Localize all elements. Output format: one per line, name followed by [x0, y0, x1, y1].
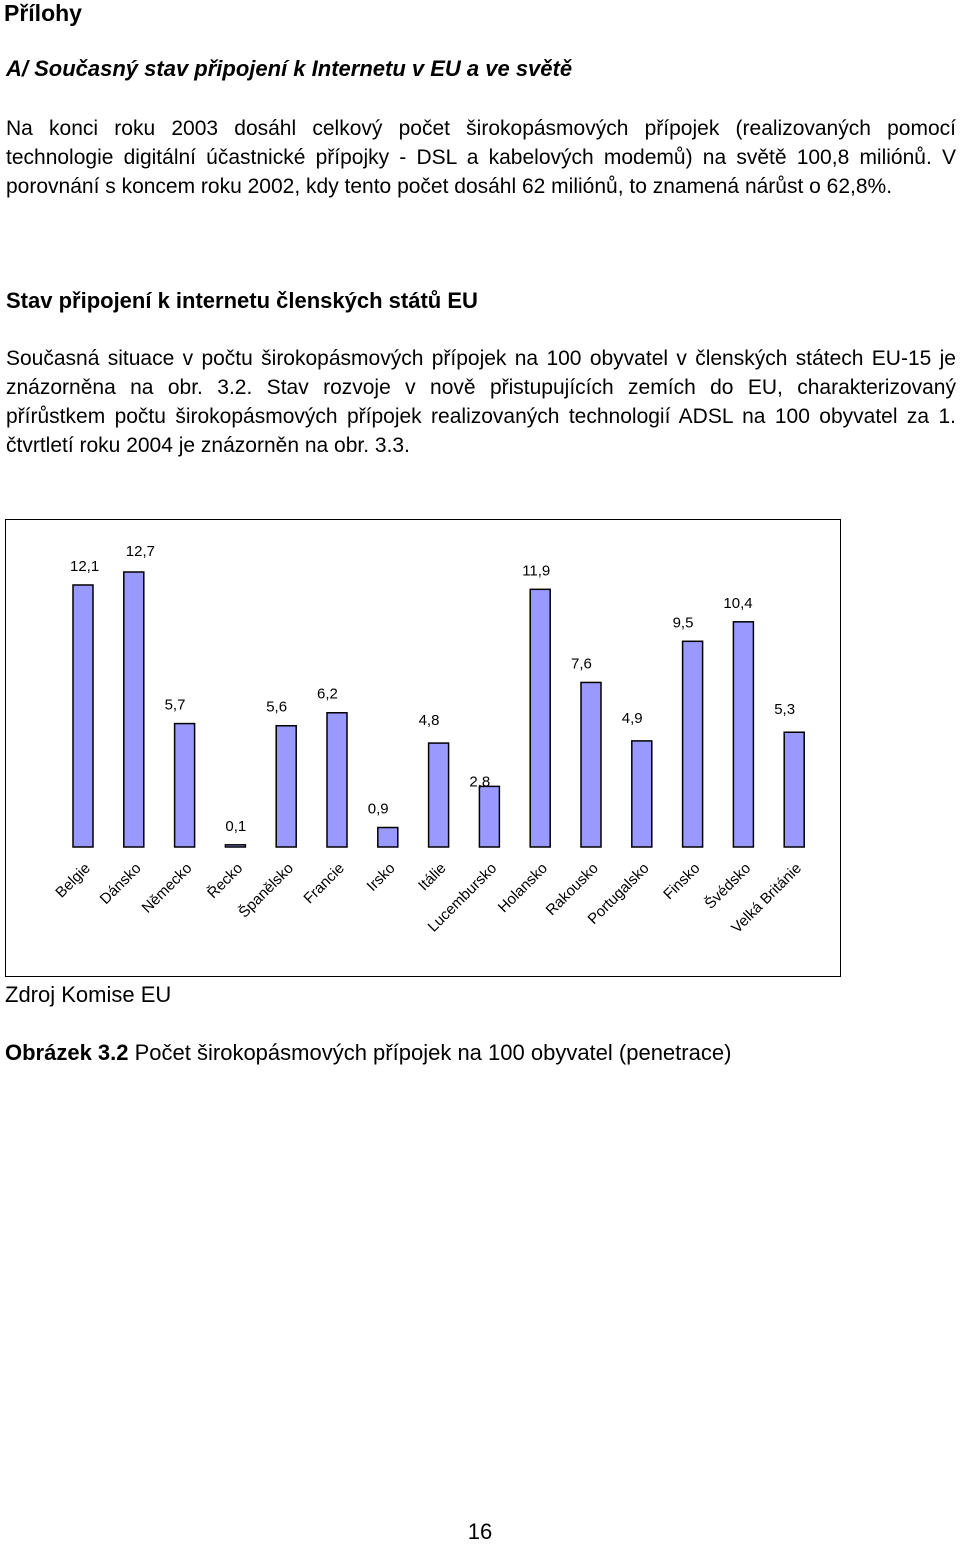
bar-11: [631, 740, 653, 848]
bar-10: [580, 681, 602, 848]
page-number: 16: [467, 1519, 493, 1544]
category-label-1: Dánsko: [97, 860, 145, 908]
section-subheading: A/ Současný stav připojení k Internetu v…: [6, 56, 573, 81]
bar-7: [427, 742, 450, 848]
section-title: Stav připojení k internetu členských stá…: [6, 288, 478, 313]
bar-value-label-5: 6,2: [317, 686, 338, 703]
category-label-12: Finsko: [660, 860, 703, 903]
category-label-0: Belgie: [52, 860, 94, 902]
bar-9: [529, 588, 551, 848]
bar-value-label-14: 5,3: [774, 701, 795, 718]
bar-4: [275, 724, 297, 848]
category-label-4: Španělsko: [235, 860, 297, 922]
bar-chart: 12,1 Belgie 12,7 Dánsko 5,7 Německo 0,1 Řecko 5,…: [52, 543, 805, 937]
bar-value-label-11: 4,9: [622, 710, 643, 727]
intro-paragraph: Na konci roku 2003 dosáhl celkový počet …: [6, 117, 956, 198]
bar-3: [224, 844, 247, 848]
bar-5: [326, 711, 348, 848]
category-label-13: Švédsko: [702, 860, 755, 913]
caption-label: Obrázek 3.2: [5, 1040, 129, 1065]
caption-text: Počet širokopásmových přípojek na 100 ob…: [128, 1040, 732, 1065]
bar-1: [123, 571, 145, 848]
bar-value-label-8: 2,8: [469, 773, 490, 790]
bar-value-label-12: 9,5: [673, 614, 694, 631]
bar-6: [377, 826, 399, 848]
bar-value-label-13: 10,4: [723, 595, 752, 612]
bar-0: [72, 584, 94, 848]
bar-2: [173, 722, 196, 848]
bar-value-label-1: 12,7: [126, 543, 155, 560]
bar-value-label-9: 11,9: [522, 562, 550, 579]
bar-value-label-6: 0,9: [368, 801, 389, 818]
bar-value-label-0: 12,1: [70, 558, 99, 575]
category-label-3: Řecko: [204, 860, 246, 902]
bar-chart-frame: 12,1 Belgie 12,7 Dánsko 5,7 Německo 0,1 Řecko 5,…: [5, 519, 841, 977]
bar-12: [681, 640, 704, 848]
category-label-7: Itálie: [415, 860, 449, 894]
figure-caption: Obrázek 3.2 Počet širokopásmových přípoj…: [5, 1040, 731, 1066]
page-heading: Přílohy: [4, 0, 82, 26]
bar-value-label-4: 5,6: [266, 699, 287, 716]
chart-source: Zdroj Komise EU: [5, 982, 172, 1007]
bar-value-label-2: 5,7: [165, 697, 186, 714]
bar-value-label-7: 4,8: [419, 712, 440, 729]
bar-14: [783, 731, 805, 848]
situation-paragraph: Současná situace v počtu širokopásmových…: [6, 347, 956, 457]
bar-value-label-10: 7,6: [571, 655, 592, 672]
bar-13: [732, 621, 755, 848]
category-label-5: Francie: [300, 860, 347, 907]
category-label-6: Irsko: [364, 860, 399, 895]
bar-8: [478, 785, 501, 848]
category-label-2: Německo: [139, 860, 196, 917]
bar-value-label-3: 0,1: [225, 818, 246, 835]
